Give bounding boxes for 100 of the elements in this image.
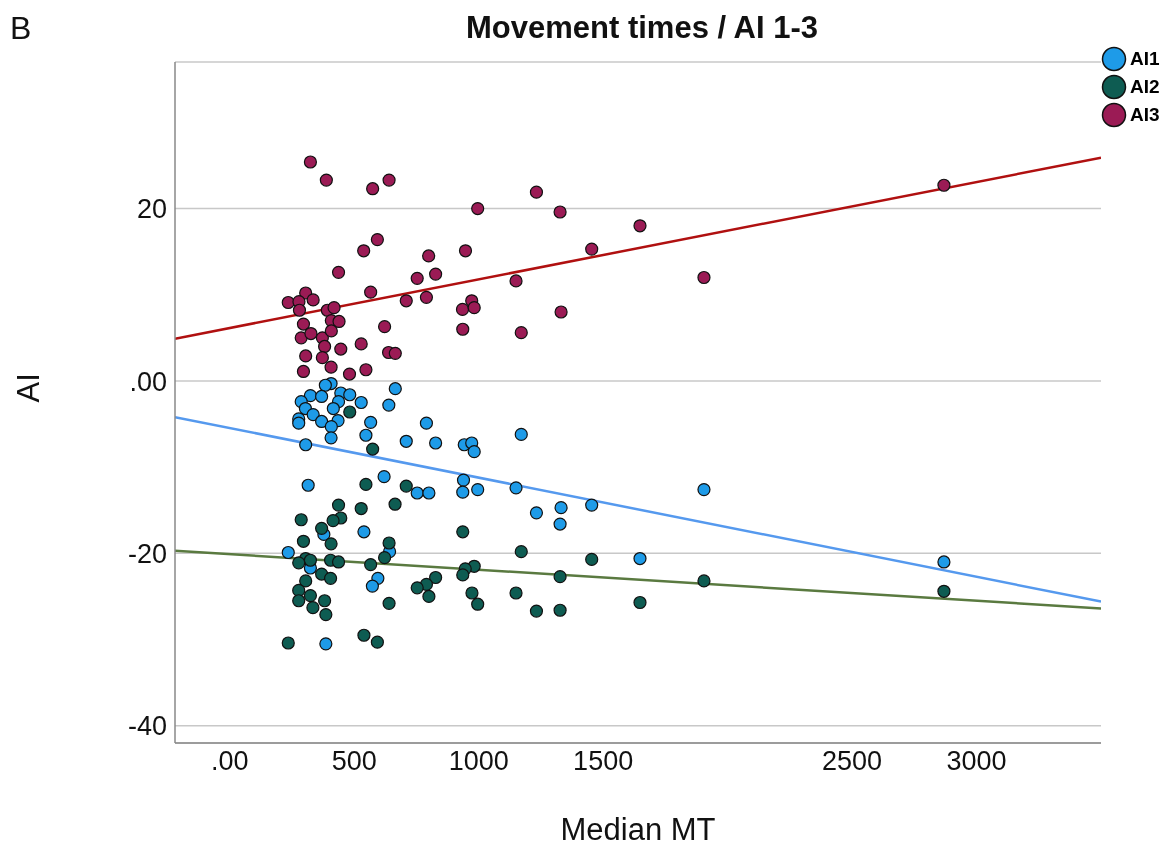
- point: [359, 477, 373, 491]
- point: [388, 382, 402, 396]
- point: [422, 486, 436, 500]
- point: [334, 342, 348, 356]
- point: [937, 178, 951, 192]
- point: [366, 182, 380, 196]
- point: [529, 185, 544, 199]
- point: [357, 244, 371, 258]
- point: [354, 501, 368, 516]
- point: [456, 473, 471, 487]
- point: [399, 479, 413, 493]
- text: B: [10, 10, 32, 47]
- point: [301, 478, 315, 492]
- point: [359, 428, 373, 442]
- point: [319, 637, 333, 651]
- point: [456, 525, 470, 539]
- point: [553, 603, 567, 617]
- point: [382, 596, 396, 610]
- point: [323, 571, 338, 585]
- point: [697, 482, 711, 497]
- point: [419, 416, 434, 430]
- point: [303, 553, 318, 567]
- point: [331, 498, 346, 512]
- point: [514, 427, 528, 441]
- x-tick-label: 2500: [822, 746, 883, 777]
- point: [364, 557, 378, 572]
- point: [315, 521, 329, 535]
- point: [465, 586, 479, 600]
- point: [585, 552, 599, 566]
- point: [509, 274, 523, 288]
- point: [382, 173, 396, 187]
- x-tick-label: .00: [210, 746, 249, 777]
- point: [281, 295, 295, 310]
- point: [294, 513, 308, 527]
- point: [554, 305, 568, 319]
- point: [299, 574, 313, 588]
- point: [304, 326, 318, 341]
- point: [382, 536, 396, 550]
- chart-title: Movement times / AI 1-3: [465, 10, 819, 46]
- point: [937, 555, 951, 569]
- legend-label: AI2: [1130, 76, 1160, 98]
- x-axis-title: Median MT: [560, 812, 716, 847]
- point: [471, 597, 485, 611]
- point: [937, 584, 951, 598]
- point: [303, 155, 318, 169]
- point: [388, 346, 402, 360]
- point: [354, 395, 368, 410]
- point: [410, 581, 424, 595]
- point: [514, 326, 528, 340]
- point: [342, 367, 357, 381]
- point: [296, 364, 311, 379]
- point: [326, 514, 340, 528]
- point: [554, 501, 568, 515]
- point: [514, 545, 528, 559]
- point: [697, 270, 711, 285]
- point: [324, 431, 338, 445]
- point: [365, 579, 379, 593]
- point: [585, 242, 599, 256]
- point: [319, 173, 333, 187]
- point: [331, 265, 346, 279]
- point: [303, 588, 318, 603]
- point: [294, 331, 308, 345]
- point: [332, 314, 346, 329]
- point: [429, 267, 443, 281]
- point: [377, 470, 391, 484]
- point: [467, 445, 481, 459]
- point: [553, 570, 567, 584]
- point: [366, 442, 380, 456]
- point: [281, 636, 295, 650]
- point: [292, 556, 306, 570]
- point: [370, 232, 384, 247]
- point: [529, 506, 544, 520]
- point: [410, 271, 424, 285]
- point: [324, 420, 338, 434]
- point: [370, 635, 384, 649]
- point: [419, 290, 434, 304]
- point: [343, 405, 357, 419]
- point: [471, 201, 485, 216]
- point: [324, 324, 338, 338]
- point: [697, 574, 711, 588]
- point: [388, 497, 402, 511]
- point: [456, 485, 470, 499]
- point: [318, 378, 332, 392]
- point: [633, 219, 647, 233]
- point: [422, 589, 436, 604]
- point: [455, 302, 470, 316]
- point: [633, 595, 647, 610]
- legend-label: AI3: [1130, 104, 1160, 126]
- point: [331, 555, 346, 569]
- point: [318, 339, 332, 354]
- point: [585, 498, 599, 512]
- point: [315, 414, 329, 429]
- point: [315, 389, 329, 404]
- point: [458, 244, 473, 258]
- point: [306, 601, 320, 615]
- point: [299, 349, 313, 363]
- x-tick-label: 500: [331, 746, 377, 777]
- point: [343, 388, 357, 402]
- point: [399, 294, 413, 308]
- point: [357, 628, 371, 642]
